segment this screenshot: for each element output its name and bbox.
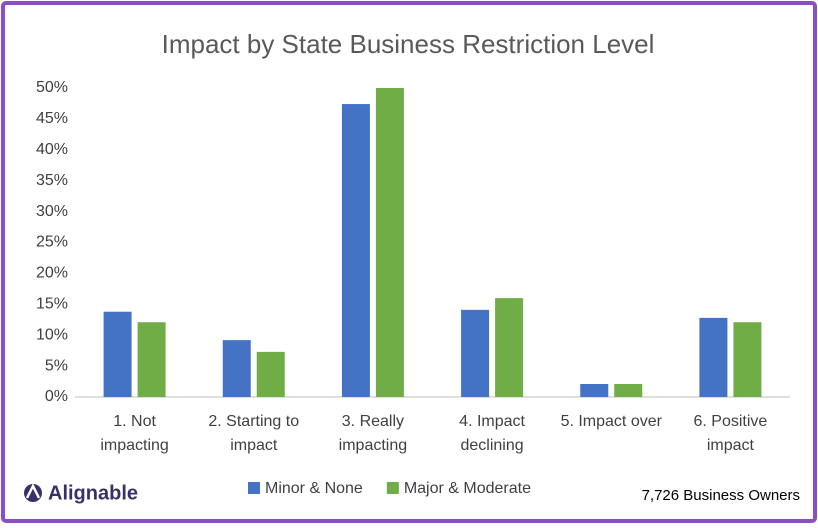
bar	[256, 351, 285, 397]
legend-swatch	[386, 482, 399, 494]
y-tick-label: 40%	[36, 141, 68, 158]
legend-label: Major & Moderate	[404, 480, 531, 497]
bar	[222, 340, 251, 397]
y-tick-label: 30%	[36, 203, 68, 220]
bar	[495, 298, 524, 397]
chart-title: Impact by State Business Restriction Lev…	[162, 29, 655, 59]
y-tick-label: 10%	[36, 326, 68, 343]
y-tick-label: 35%	[36, 172, 68, 189]
x-tick-label: 3. Really impacting	[339, 413, 407, 454]
y-tick-label: 25%	[36, 234, 68, 251]
y-tick-label: 50%	[36, 79, 68, 96]
bar	[461, 309, 490, 397]
bar	[103, 311, 132, 397]
bar	[375, 88, 404, 397]
note: 7,726 Business Owners	[642, 487, 800, 504]
x-tick-label: 2. Starting to impact	[208, 413, 299, 454]
x-tick-label: 5. Impact over	[561, 413, 663, 430]
brand-logo	[24, 483, 42, 502]
bar	[137, 322, 166, 397]
x-tick-label: 1. Not impacting	[100, 413, 168, 454]
y-tick-label: 20%	[36, 265, 68, 282]
bar	[733, 322, 762, 397]
x-tick-label: 6. Positive impact	[694, 413, 768, 454]
bar	[699, 317, 728, 397]
y-tick-label: 0%	[45, 388, 68, 405]
y-tick-label: 15%	[36, 296, 68, 313]
y-tick-label: 5%	[45, 357, 68, 374]
bar	[580, 384, 609, 397]
legend-swatch	[248, 482, 260, 494]
x-tick-label: 4. Impact declining	[459, 413, 525, 454]
legend-label: Minor & None	[265, 480, 363, 497]
bar	[341, 104, 370, 398]
y-tick-label: 45%	[36, 110, 68, 127]
bar	[614, 384, 643, 397]
brand: Alignable	[48, 482, 138, 504]
